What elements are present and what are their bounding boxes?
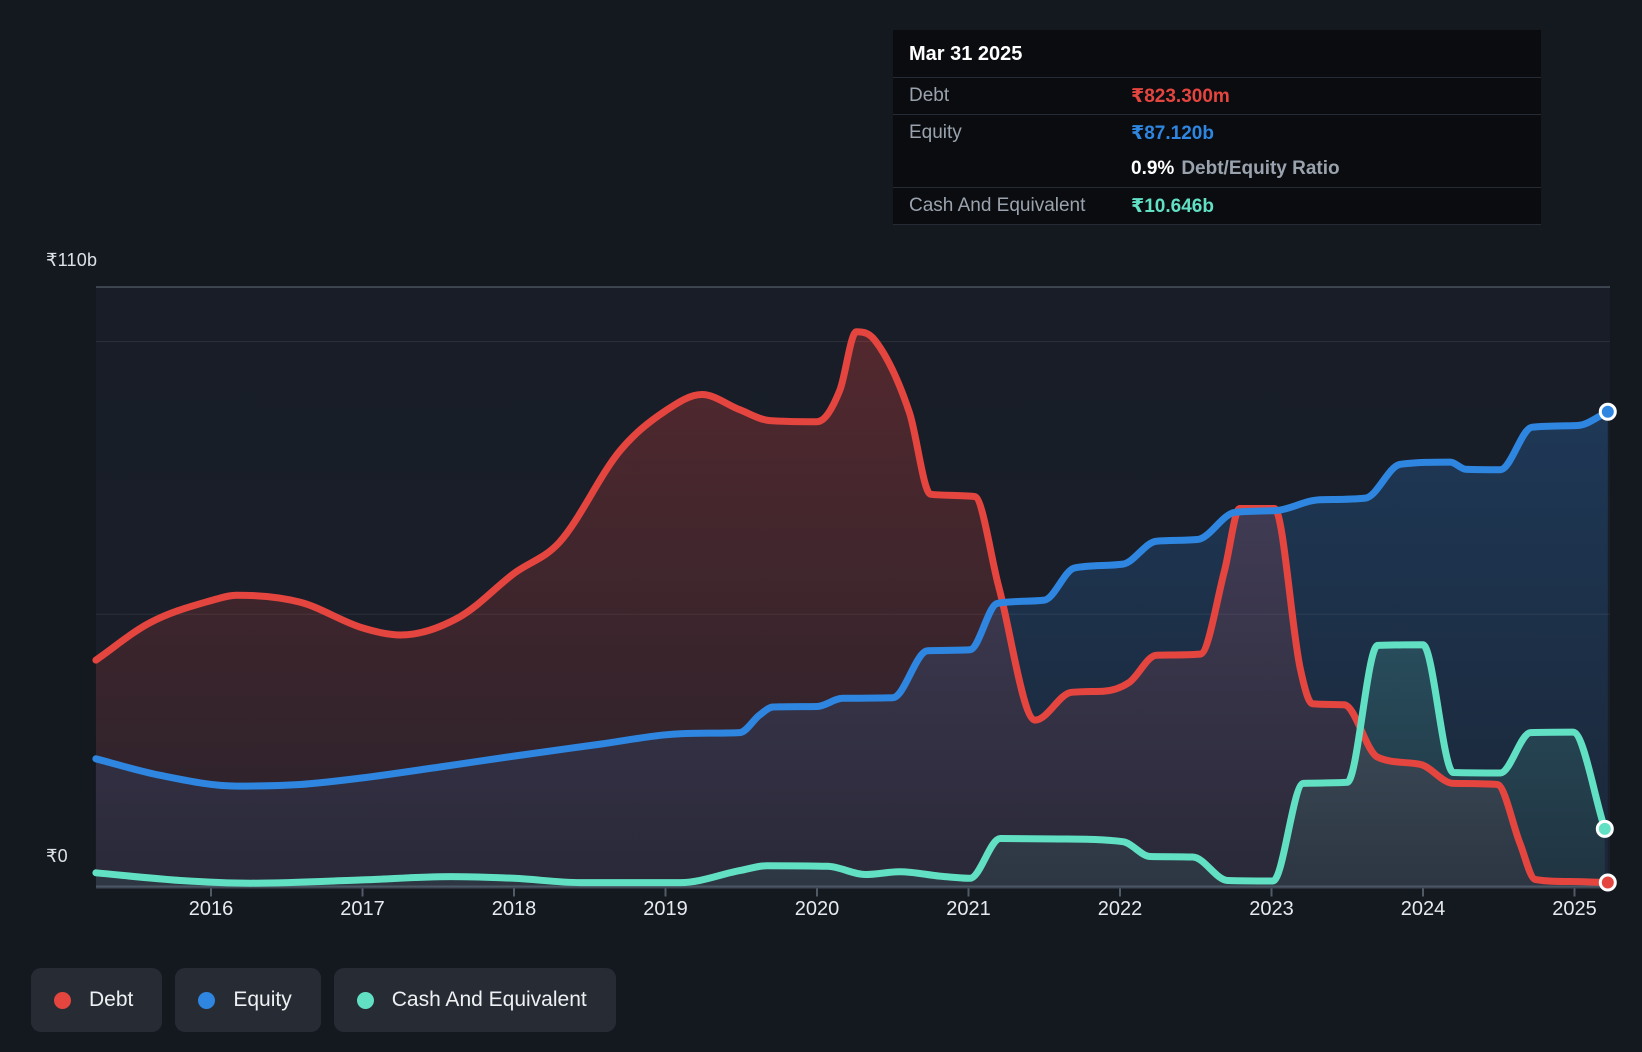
equity-series-dot-icon: [198, 991, 216, 1009]
chart-tooltip: Mar 31 2025 Debt ₹823.300m Equity ₹87.12…: [893, 30, 1541, 225]
legend-item-debt-label: Debt: [89, 988, 134, 1011]
chart-legend: Debt Equity Cash And Equivalent: [31, 968, 616, 1032]
y-axis-max-label: ₹110b: [46, 250, 98, 270]
tooltip-cash-row: Cash And Equivalent ₹10.646b: [893, 187, 1541, 225]
x-axis-year-label: 2020: [794, 898, 840, 920]
x-axis-year-label: 2016: [188, 898, 234, 920]
debt-series-dot-icon: [54, 991, 71, 1009]
legend-item-equity[interactable]: Equity: [175, 968, 321, 1032]
tooltip-ratio-label: Debt/Equity Ratio: [1181, 158, 1340, 179]
x-axis-year-label: 2018: [491, 898, 537, 920]
x-axis-year-label: 2021: [946, 898, 991, 920]
x-axis-year-label: 2019: [643, 898, 688, 920]
cash-area: [95, 644, 1605, 887]
cash-line: [92, 641, 1609, 887]
tooltip-date: Mar 31 2025: [909, 43, 1023, 65]
x-axis-year-label: 2017: [340, 898, 385, 920]
legend-item-cash-label: Cash And Equivalent: [391, 988, 587, 1011]
cash-series-dot-icon: [356, 991, 374, 1009]
y-axis-zero-label: ₹0: [46, 846, 68, 866]
legend-item-debt[interactable]: Debt: [31, 968, 163, 1032]
tooltip-cash-label: Cash And Equivalent: [909, 195, 1086, 216]
debt-end-marker[interactable]: [1598, 873, 1617, 892]
tooltip-equity-value: ₹87.120b: [1131, 122, 1214, 144]
x-axis-year-label: 2023: [1249, 898, 1294, 920]
tooltip-equity-row: Equity ₹87.120b: [893, 114, 1541, 151]
legend-item-equity-label: Equity: [233, 988, 292, 1011]
tooltip-cash-value: ₹10.646b: [1131, 195, 1214, 217]
x-axis-year-label: 2022: [1097, 898, 1143, 920]
x-axis-year-label: 2024: [1400, 898, 1446, 920]
legend-item-cash[interactable]: Cash And Equivalent: [333, 968, 616, 1032]
x-axis-year-label: 2025: [1552, 898, 1597, 920]
debt-line: [92, 328, 1612, 886]
equity-end-marker[interactable]: [1598, 402, 1617, 421]
tooltip-debt-label: Debt: [909, 85, 950, 106]
tooltip-ratio-row: 0.9% Debt/Equity Ratio: [893, 151, 1541, 187]
tooltip-debt-row: Debt ₹823.300m: [893, 77, 1541, 114]
tooltip-ratio-value: 0.9%: [1131, 158, 1175, 179]
tooltip-equity-label: Equity: [909, 122, 962, 143]
equity-line: [92, 408, 1612, 790]
cash-end-marker[interactable]: [1595, 819, 1614, 838]
tooltip-debt-value: ₹823.300m: [1131, 85, 1230, 107]
